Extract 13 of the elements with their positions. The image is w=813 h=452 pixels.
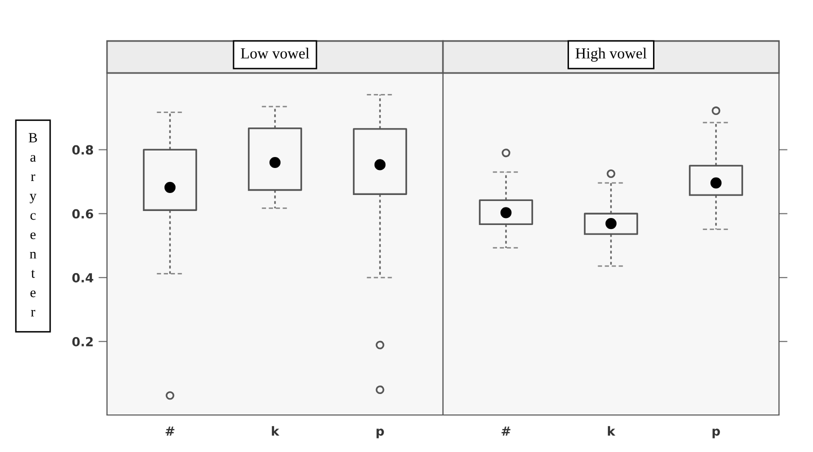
- y-tick-label: 0.4: [72, 273, 94, 282]
- y-tick-label: 0.2: [72, 336, 93, 346]
- chart-title: High vowel: [576, 48, 647, 62]
- y-tick-label: 0.6: [72, 209, 94, 219]
- x-tick-label: #: [502, 426, 510, 436]
- x-tick-label: p: [712, 428, 720, 438]
- x-tick-label: p: [376, 428, 384, 438]
- x-tick-label: #: [166, 426, 174, 436]
- x-tick-label: k: [608, 426, 616, 436]
- text: Barycenter: [28, 133, 37, 316]
- x-tick-label: k: [272, 426, 280, 436]
- y-tick-label: 0.8: [72, 145, 94, 155]
- chart-title: Low vowel: [240, 48, 310, 59]
